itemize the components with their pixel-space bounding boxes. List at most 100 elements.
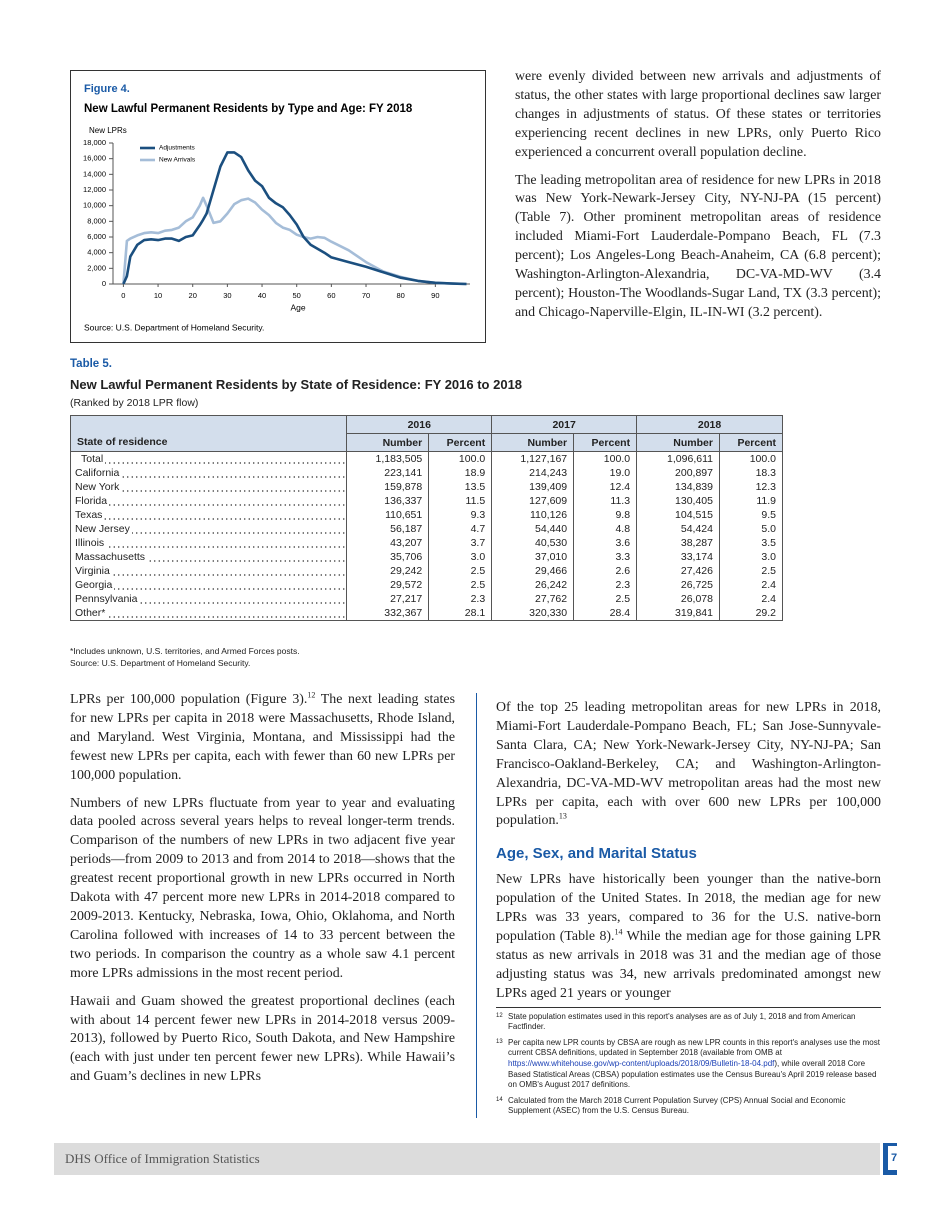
table-cell: 9.8 bbox=[573, 508, 638, 522]
table-cell: 100.0 bbox=[428, 451, 493, 466]
table-cell: 27,217 bbox=[346, 592, 430, 606]
table-cell: 214,243 bbox=[491, 466, 575, 480]
table-cell: 319,841 bbox=[636, 606, 720, 621]
table-cell: 12.4 bbox=[573, 480, 638, 494]
x-axis-label: Age bbox=[290, 302, 305, 312]
section-heading: Age, Sex, and Marital Status bbox=[496, 845, 697, 863]
row-label-cell: Massachusetts bbox=[69, 550, 348, 564]
footnote-ref: 12 bbox=[307, 690, 316, 700]
column-header: Number bbox=[491, 433, 575, 452]
table-cell: 9.5 bbox=[718, 508, 784, 522]
table-cell: 12.3 bbox=[718, 480, 784, 494]
table-cell: 11.5 bbox=[428, 494, 493, 508]
x-tick-label: 0 bbox=[121, 291, 125, 300]
table-cell: 5.0 bbox=[718, 522, 784, 536]
footer-band bbox=[54, 1143, 880, 1175]
column-header: Percent bbox=[718, 433, 784, 452]
table-cell: 127,609 bbox=[491, 494, 575, 508]
row-label: Illinois bbox=[71, 537, 107, 549]
figure-label: Figure 4. bbox=[84, 83, 130, 95]
table-cell: 33,174 bbox=[636, 550, 720, 564]
paragraph: Numbers of new LPRs fluctuate from year … bbox=[70, 795, 455, 981]
y-tick-label: 10,000 bbox=[83, 201, 106, 210]
footnote-text: Per capita new LPR counts by CBSA are ro… bbox=[508, 1037, 880, 1058]
table-cell: 1,183,505 bbox=[346, 451, 430, 466]
series-line bbox=[122, 151, 467, 286]
x-tick-label: 70 bbox=[362, 291, 370, 300]
table-cell: 11.3 bbox=[573, 494, 638, 508]
table-cell: 19.0 bbox=[573, 466, 638, 480]
table-cell: 104,515 bbox=[636, 508, 720, 522]
table-cell: 100.0 bbox=[718, 451, 784, 466]
bottom-right-column: Of the top 25 leading metropolitan areas… bbox=[496, 699, 881, 1122]
footnote: 14 Calculated from the March 2018 Current… bbox=[496, 1096, 881, 1117]
table-cell: 100.0 bbox=[573, 451, 638, 466]
row-label: Georgia bbox=[71, 579, 115, 591]
table-cell: 18.3 bbox=[718, 466, 784, 480]
y-tick-label: 6,000 bbox=[87, 232, 106, 241]
text: While the median age for those gaining L… bbox=[496, 929, 881, 1001]
legend-label: New Arrivals bbox=[159, 157, 196, 164]
footnote-link[interactable]: https://www.whitehouse.gov/wp-content/up… bbox=[508, 1059, 775, 1069]
figure: Figure 4. New Lawful Permanent Residents… bbox=[70, 70, 486, 343]
table-cell: 134,839 bbox=[636, 480, 720, 494]
x-tick-label: 90 bbox=[431, 291, 439, 300]
row-label: Pennsylvania bbox=[71, 593, 140, 605]
y-tick-label: 4,000 bbox=[87, 248, 106, 257]
row-label-cell: New Jersey bbox=[69, 522, 348, 536]
table-cell: 110,651 bbox=[346, 508, 430, 522]
table-cell: 11.9 bbox=[718, 494, 784, 508]
table-row: Total 1,183,505 100.0 1,127,167 100.0 1,096,6… bbox=[69, 451, 784, 466]
table-cell: 38,287 bbox=[636, 536, 720, 550]
table-cell: 40,530 bbox=[491, 536, 575, 550]
table-row: Texas 110,651 9.3 110,126 9.8 104,515 9.5 bbox=[69, 508, 784, 522]
table-row: Pennsylvania 27,217 2.3 27,762 2.5 26,078 2.4 bbox=[69, 592, 784, 606]
footnote: 12 State population estimates used in thi… bbox=[496, 1012, 881, 1033]
series-line bbox=[122, 196, 467, 286]
table-cell: 29,242 bbox=[346, 564, 430, 578]
column-divider bbox=[476, 693, 477, 1118]
table-cell: 2.5 bbox=[428, 564, 493, 578]
x-tick-label: 20 bbox=[189, 291, 197, 300]
table-cell: 2.5 bbox=[573, 592, 638, 606]
top-right-column: were evenly divided between new arrivals… bbox=[515, 68, 881, 332]
table-cell: 26,242 bbox=[491, 578, 575, 592]
row-label-cell: Illinois bbox=[69, 536, 348, 550]
table-cell: 2.3 bbox=[428, 592, 493, 606]
row-label: Florida bbox=[71, 495, 110, 507]
row-label-cell: Georgia bbox=[69, 578, 348, 592]
x-tick-label: 30 bbox=[223, 291, 231, 300]
footnote-number: 12 bbox=[496, 1012, 503, 1019]
table-cell: 200,897 bbox=[636, 466, 720, 480]
table-cell: 2.3 bbox=[573, 578, 638, 592]
row-label: New York bbox=[71, 481, 122, 493]
table-cell: 56,187 bbox=[346, 522, 430, 536]
row-label: Texas bbox=[71, 509, 105, 521]
table-cell: 4.7 bbox=[428, 522, 493, 536]
table-cell: 29.2 bbox=[718, 606, 784, 621]
table-row: Other* 332,367 28.1 320,330 28.4 319,841 29.2 bbox=[69, 606, 784, 621]
table-cell: 43,207 bbox=[346, 536, 430, 550]
row-label: Massachusetts bbox=[71, 551, 148, 563]
table-cell: 3.7 bbox=[428, 536, 493, 550]
table-cell: 26,725 bbox=[636, 578, 720, 592]
x-tick-label: 10 bbox=[154, 291, 162, 300]
text: New LPRs have historically been younger … bbox=[496, 872, 881, 945]
figure-border bbox=[70, 70, 486, 343]
table-label: Table 5. bbox=[70, 358, 112, 370]
text: Of the top 25 leading metropolitan areas… bbox=[496, 700, 881, 829]
table-cell: 110,126 bbox=[491, 508, 575, 522]
text: LPRs per 100,000 population (Figure 3). bbox=[70, 692, 308, 707]
x-tick-label: 40 bbox=[258, 291, 266, 300]
row-label-cell: California bbox=[69, 466, 348, 480]
column-header: Number bbox=[346, 433, 430, 452]
table-cell: 3.3 bbox=[573, 550, 638, 564]
table-cell: 159,878 bbox=[346, 480, 430, 494]
table-cell: 29,466 bbox=[491, 564, 575, 578]
table-cell: 2.5 bbox=[718, 564, 784, 578]
y-tick-label: 14,000 bbox=[83, 169, 106, 178]
table-cell: 54,424 bbox=[636, 522, 720, 536]
table-cell: 35,706 bbox=[346, 550, 430, 564]
footnote-text: State population estimates used in this … bbox=[508, 1011, 856, 1032]
table-cell: 27,426 bbox=[636, 564, 720, 578]
